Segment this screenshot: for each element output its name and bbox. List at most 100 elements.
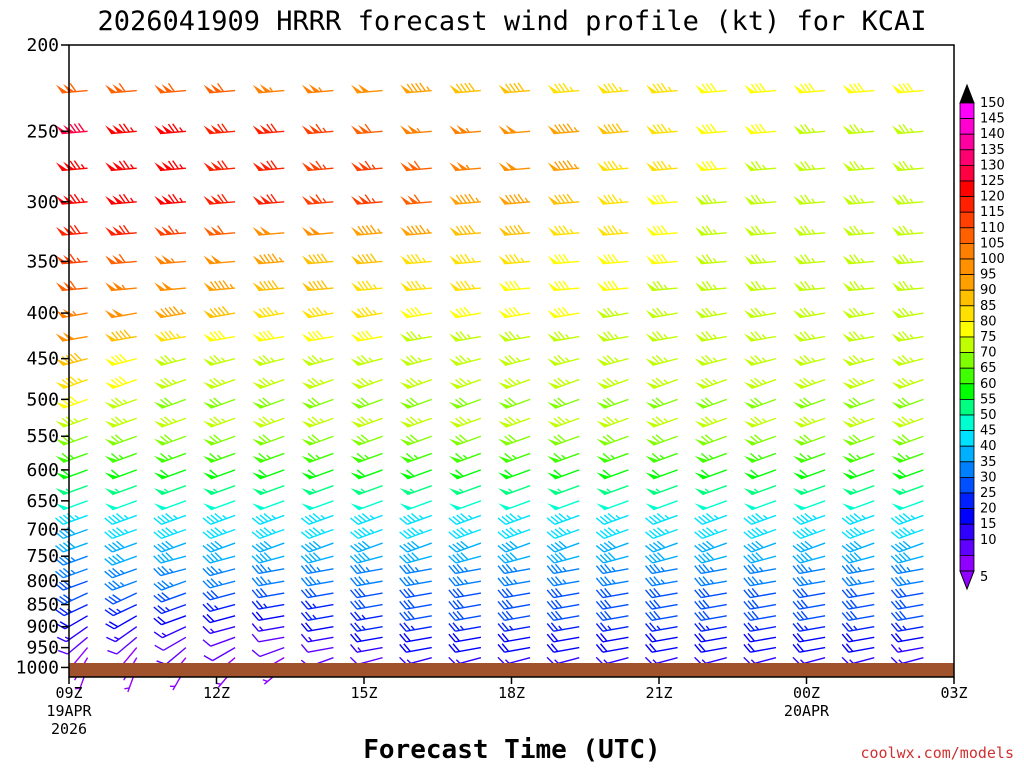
- barb-full: [894, 515, 904, 524]
- barb-flag: [793, 282, 806, 291]
- barb-staff: [112, 485, 137, 496]
- barb-staff: [356, 167, 383, 172]
- wind-barb: [350, 306, 383, 319]
- wind-barb: [252, 377, 285, 390]
- barb-flag: [891, 438, 905, 446]
- barb-half: [910, 528, 916, 534]
- barb-full: [550, 564, 559, 574]
- barb-staff: [356, 232, 383, 236]
- barb-full: [800, 514, 809, 522]
- barb-half: [754, 625, 760, 631]
- barb-full: [217, 160, 224, 170]
- barb-full: [460, 552, 469, 561]
- y-tick-label: 800: [26, 571, 59, 592]
- barb-flag: [891, 420, 905, 428]
- barb-staff: [161, 580, 187, 591]
- y-tick-label: 600: [26, 460, 59, 481]
- barb-full: [308, 553, 317, 562]
- wind-barb: [694, 397, 727, 409]
- wind-barb: [104, 434, 137, 446]
- barb-flag: [399, 333, 412, 342]
- barb-full: [853, 160, 861, 170]
- barb-staff: [407, 514, 432, 525]
- source-credit[interactable]: coolwx.com/models: [860, 744, 1014, 762]
- barb-full: [656, 330, 664, 340]
- barb-staff: [553, 615, 580, 622]
- barb-half: [222, 528, 227, 534]
- barb-flag: [153, 358, 167, 366]
- barb-full: [399, 565, 407, 574]
- barb-full: [407, 599, 415, 609]
- barb-flag: [645, 472, 659, 479]
- wind-barb: [890, 622, 924, 632]
- barb-full: [656, 280, 664, 290]
- wind-barb: [546, 563, 580, 575]
- barb-half: [611, 566, 616, 572]
- wind-barb: [104, 500, 137, 511]
- wind-barb: [154, 160, 186, 172]
- wind-barb: [399, 397, 432, 409]
- barb-staff: [849, 528, 875, 540]
- barb-staff: [652, 514, 678, 525]
- barb-half: [122, 399, 128, 404]
- barb-staff: [800, 435, 826, 446]
- barb-flag: [252, 382, 266, 389]
- wind-barb: [792, 622, 826, 632]
- barb-staff: [652, 528, 678, 540]
- barb-full: [743, 612, 751, 621]
- barb-full: [300, 612, 309, 621]
- barb-full: [694, 589, 702, 599]
- barb-full: [890, 633, 899, 643]
- barb-flag: [104, 401, 118, 409]
- colorbar-segment: [959, 430, 975, 447]
- wind-barb: [743, 622, 777, 632]
- barb-full: [210, 514, 219, 522]
- barb-flag: [55, 382, 69, 389]
- wind-barb: [645, 563, 678, 575]
- barb-half: [909, 164, 914, 170]
- barb-full: [161, 542, 170, 550]
- wind-barb: [203, 160, 236, 172]
- barb-full: [554, 599, 563, 609]
- barb-full: [104, 609, 114, 617]
- barb-full: [653, 599, 661, 609]
- barb-flag: [308, 124, 321, 133]
- barb-flag: [105, 162, 117, 171]
- barb-full: [653, 587, 661, 597]
- barb-staff: [897, 568, 924, 575]
- barb-flag: [645, 401, 659, 409]
- barb-full: [464, 194, 472, 204]
- barb-flag: [842, 455, 856, 463]
- barb-staff: [750, 312, 777, 319]
- barb-full: [115, 330, 123, 340]
- barb-half: [663, 284, 668, 290]
- barb-flag: [55, 401, 69, 409]
- barb-half: [909, 334, 914, 339]
- barb-full: [455, 83, 463, 93]
- x-tick-label: 00Z: [793, 684, 820, 702]
- barb-full: [206, 613, 215, 622]
- barb-full: [902, 280, 910, 290]
- barb-full: [110, 379, 120, 387]
- barb-full: [705, 225, 713, 235]
- barb-flag: [161, 84, 173, 93]
- barb-staff: [651, 603, 678, 610]
- barb-full: [561, 306, 570, 316]
- barb-flag: [842, 488, 856, 495]
- wind-barb: [399, 500, 432, 511]
- barb-staff: [505, 542, 531, 553]
- wind-barb: [252, 434, 285, 446]
- barb-full: [69, 82, 77, 92]
- barb-half: [371, 164, 376, 170]
- barb-staff: [651, 580, 678, 587]
- barb-full: [894, 588, 903, 598]
- wind-barb: [104, 376, 137, 390]
- barb-half: [320, 514, 326, 520]
- barb-full: [157, 543, 166, 552]
- colorbar-label: 15: [980, 517, 997, 532]
- barb-full: [845, 588, 854, 598]
- barb-half: [565, 357, 570, 362]
- barb-flag: [153, 488, 168, 495]
- barb-full: [316, 280, 324, 290]
- barb-full: [558, 254, 566, 264]
